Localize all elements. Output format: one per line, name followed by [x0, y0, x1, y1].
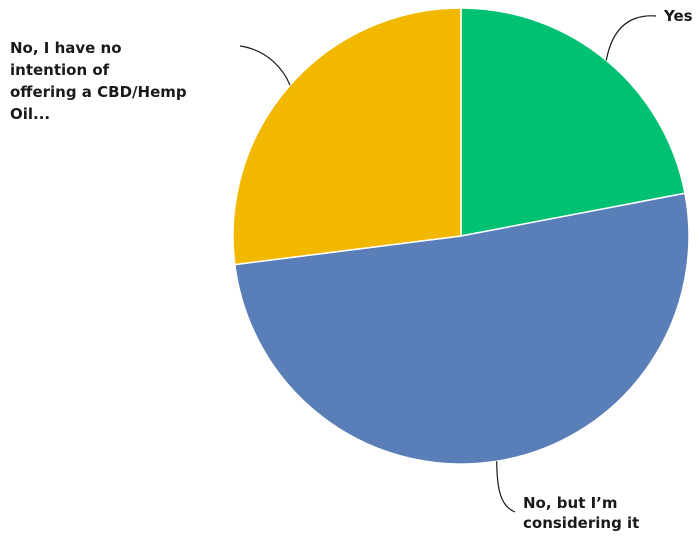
slice-label-1-line-1: considering it — [523, 514, 639, 532]
slice-label-0: Yes — [663, 7, 693, 25]
slice-label-2-line-0: No, I have no — [10, 39, 122, 57]
leader-line-0 — [605, 15, 657, 61]
leader-lines — [239, 15, 657, 513]
pie-slice-0 — [460, 7, 686, 237]
slice-label-0-line-0: Yes — [663, 7, 693, 25]
leader-line-1 — [496, 461, 516, 513]
slice-label-2-line-2: offering a CBD/Hemp — [10, 83, 187, 101]
slice-label-2: No, I have no intention of offering a CBD/… — [10, 39, 187, 123]
slice-labels: Yes No, but I’m considering it No, I have n… — [10, 7, 693, 532]
slice-label-1: No, but I’m considering it — [523, 494, 639, 532]
pie-slice-2 — [232, 7, 462, 266]
slice-label-2-line-1: intention of — [10, 61, 110, 79]
slice-label-1-line-0: No, but I’m — [523, 494, 618, 512]
pie-slices — [232, 7, 690, 465]
leader-line-2 — [239, 45, 291, 86]
slice-label-2-line-3: Oil... — [10, 105, 50, 123]
pie-slice-1 — [233, 192, 690, 465]
